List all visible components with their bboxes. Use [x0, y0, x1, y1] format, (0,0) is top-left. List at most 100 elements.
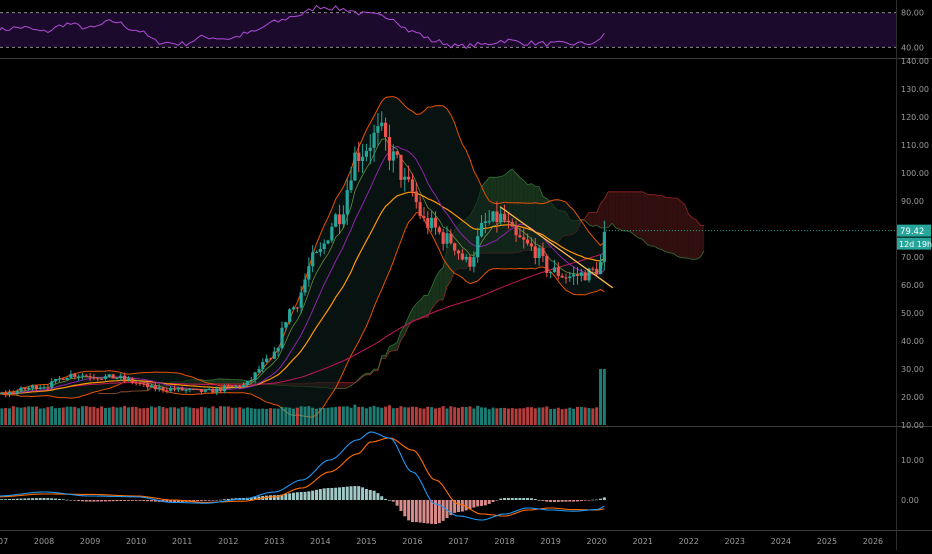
- macd-histogram-bar: [342, 487, 345, 500]
- volume-bar: [165, 408, 168, 425]
- price-tick-label: 140.00: [901, 57, 929, 66]
- candle-body: [434, 218, 437, 228]
- volume-bar: [469, 406, 472, 425]
- candle-body: [468, 257, 471, 267]
- volume-bar: [138, 408, 141, 425]
- candle-body: [472, 257, 475, 266]
- macd-histogram-bar: [422, 500, 425, 523]
- candle-body: [461, 253, 464, 259]
- volume-bar: [446, 408, 449, 425]
- volume-bar: [338, 406, 341, 425]
- candle-body: [442, 232, 445, 244]
- cloud-segment: [696, 220, 700, 259]
- volume-bar: [261, 409, 264, 425]
- candle-body: [303, 280, 306, 293]
- volume-bar: [361, 407, 364, 425]
- macd-histogram-bar: [399, 500, 402, 511]
- volume-bar: [123, 406, 126, 425]
- candle-body: [323, 243, 326, 249]
- volume-bar: [453, 407, 456, 425]
- price-tick-label: 30.00: [901, 365, 924, 374]
- price-tick-label: 110.00: [901, 141, 929, 150]
- candle-body: [338, 214, 341, 224]
- candle-body: [85, 376, 88, 377]
- candle-body: [288, 309, 291, 322]
- volume-bar: [484, 408, 487, 425]
- volume-bar: [23, 407, 26, 425]
- candle-body: [42, 387, 45, 388]
- volume-bar: [399, 406, 402, 425]
- x-tick-label: 2016: [402, 537, 422, 546]
- macd-histogram-bar: [572, 500, 575, 502]
- macd-histogram-bar: [138, 500, 141, 501]
- volume-bar: [388, 405, 391, 425]
- macd-histogram-bar: [223, 499, 226, 500]
- candle-body: [380, 123, 383, 127]
- candle-body: [449, 233, 452, 243]
- macd-histogram-bar: [419, 500, 422, 523]
- volume-bar: [223, 406, 226, 425]
- candle-body: [576, 274, 579, 275]
- volume-bar: [564, 409, 567, 425]
- volume-bar: [415, 407, 418, 425]
- x-tick-label: 2024: [771, 537, 791, 546]
- macd-histogram-bar: [488, 500, 491, 504]
- volume-bar: [323, 408, 326, 425]
- cloud-segment: [620, 192, 624, 231]
- candle-body: [112, 374, 115, 378]
- cloud-segment: [670, 197, 674, 253]
- candle-body: [315, 252, 318, 253]
- volume-bar: [480, 407, 483, 425]
- macd-histogram-bar: [66, 500, 69, 501]
- volume-bar: [300, 406, 303, 425]
- cloud-segment: [631, 192, 635, 236]
- macd-histogram-bar: [196, 500, 199, 501]
- macd-histogram-bar: [200, 500, 203, 501]
- candle-body: [273, 352, 276, 359]
- volume-bar: [192, 408, 195, 425]
- macd-histogram-bar: [20, 499, 23, 500]
- volume-bar: [204, 407, 207, 425]
- candle-body: [58, 379, 61, 380]
- price-pane[interactable]: [0, 97, 896, 425]
- cloud-segment: [654, 195, 658, 249]
- macd-histogram-bar: [27, 498, 30, 500]
- rsi-tick-label: 80.00: [901, 9, 924, 18]
- macd-histogram-bar: [273, 495, 276, 500]
- volume-bar: [242, 409, 245, 425]
- x-tick-label: 2014: [310, 537, 330, 546]
- candle-body: [495, 211, 498, 222]
- candle-body: [31, 386, 34, 388]
- volume-bar: [46, 407, 49, 425]
- volume-bar: [503, 408, 506, 425]
- candle-body: [526, 240, 529, 244]
- x-tick-label: 2017: [448, 537, 468, 546]
- candle-body: [311, 252, 314, 266]
- macd-histogram-bar: [327, 488, 330, 500]
- candle-body: [39, 388, 42, 389]
- macd-histogram-bar: [307, 491, 310, 500]
- macd-histogram-bar: [319, 489, 322, 500]
- macd-histogram-bar: [96, 500, 99, 502]
- volume-bar: [580, 407, 583, 425]
- volume-bar: [476, 406, 479, 425]
- cloud-segment: [589, 212, 593, 226]
- cloud-segment: [608, 192, 612, 228]
- candle-body: [499, 214, 502, 222]
- macd-histogram-bar: [561, 500, 564, 502]
- cloud-segment: [635, 192, 639, 238]
- macd-histogram-bar: [415, 500, 418, 522]
- volume-bar: [115, 408, 118, 425]
- cloud-segment: [639, 192, 643, 240]
- candle-body: [265, 358, 268, 361]
- volume-bar: [196, 408, 199, 425]
- volume-bar: [553, 409, 556, 425]
- macd-histogram: [0, 486, 606, 524]
- volume-bar: [146, 408, 149, 425]
- volume-bar: [119, 407, 122, 425]
- macd-histogram-bar: [442, 500, 445, 521]
- price-tick-label: 10.00: [901, 421, 924, 430]
- volume-bar: [392, 408, 395, 425]
